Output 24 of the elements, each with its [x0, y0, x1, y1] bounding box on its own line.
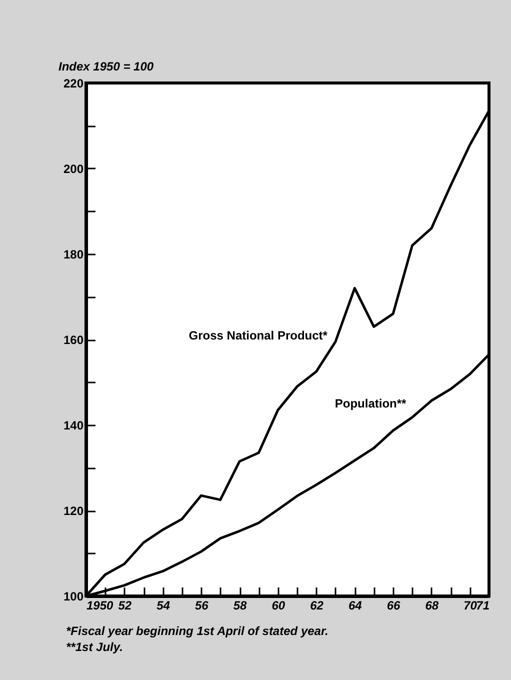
series-label: Population**: [334, 396, 407, 410]
y-tick-label: 140: [63, 418, 84, 432]
text: *Fiscal year beginning 1st April of stated year.: [66, 624, 328, 638]
y-tick-label: 100: [63, 590, 84, 604]
x-tick-label: 56: [194, 598, 209, 612]
x-tick-label: 58: [233, 598, 248, 612]
x-tick-label: 71: [476, 598, 490, 612]
x-tick-label: 60: [272, 598, 286, 612]
y-axis-title: Index 1950 = 100: [58, 60, 154, 74]
y-tick-label: 220: [63, 76, 84, 90]
x-tick-label: 64: [348, 598, 362, 612]
y-tick-label: 200: [63, 162, 84, 176]
series-label: Gross National Product*: [188, 328, 328, 343]
y-tick-label: 160: [63, 333, 84, 347]
x-tick-label: 62: [310, 598, 324, 612]
text: **1st July.: [66, 640, 123, 654]
x-tick-label: 1950: [86, 598, 114, 612]
x-tick-label: 68: [425, 598, 439, 612]
y-tick-label: 180: [63, 248, 84, 262]
x-tick-label: 52: [118, 598, 132, 612]
y-tick-label: 120: [63, 504, 84, 518]
x-tick-label: 54: [156, 598, 170, 612]
x-tick-label: 70: [464, 598, 478, 612]
x-tick-label: 66: [386, 598, 401, 612]
